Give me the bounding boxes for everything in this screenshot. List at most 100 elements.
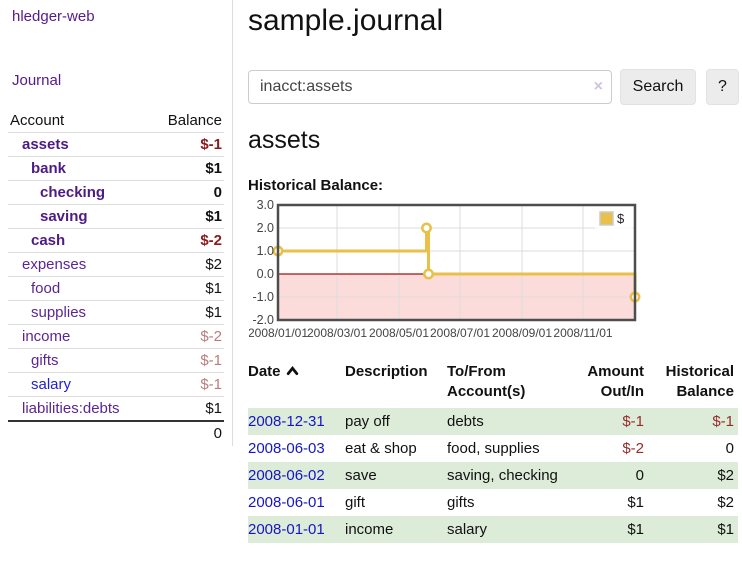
transaction-amount: 0 bbox=[635, 466, 644, 484]
chart-x-ticks: 2008/01/01 2008/03/01 2008/05/01 2008/07… bbox=[249, 326, 613, 340]
account-link-checking[interactable]: checking bbox=[40, 184, 106, 201]
sidebar-item-journal[interactable]: Journal bbox=[12, 72, 62, 89]
account-link-supplies[interactable]: supplies bbox=[31, 304, 87, 321]
chart-border bbox=[276, 203, 637, 322]
account-balance: $2 bbox=[205, 256, 222, 273]
account-balance: $1 bbox=[205, 160, 222, 177]
transaction-date-link[interactable]: 2008-12-31 bbox=[248, 412, 325, 430]
register-row: 2008-06-03 eat & shop food, supplies $-2… bbox=[248, 435, 738, 462]
register-header-description: Description bbox=[345, 363, 428, 380]
account-row-cash: cash $-2 bbox=[8, 228, 224, 252]
transaction-account: debts bbox=[447, 412, 484, 430]
transaction-description: pay off bbox=[345, 412, 390, 430]
svg-text:2008/03/01: 2008/03/01 bbox=[307, 326, 367, 340]
account-balance: $1 bbox=[205, 208, 222, 225]
register-row: 2008-12-31 pay off debts $-1 $-1 bbox=[248, 407, 738, 435]
account-balance: $1 bbox=[205, 304, 222, 321]
accounts-total-value: 0 bbox=[213, 424, 222, 442]
register-row: 2008-06-01 gift gifts $1 $2 bbox=[248, 489, 738, 516]
historical-balance-label: Historical Balance: bbox=[248, 177, 384, 194]
register-table: Date Description To/From Account(s) Amou… bbox=[248, 360, 738, 543]
search-bar: × bbox=[248, 70, 612, 104]
svg-text:-1.0: -1.0 bbox=[252, 290, 274, 304]
account-row-food: food $1 bbox=[8, 276, 224, 300]
transaction-description: eat & shop bbox=[345, 439, 417, 457]
account-balance: $-1 bbox=[200, 136, 222, 153]
account-balance: $-1 bbox=[200, 376, 222, 393]
account-link-gifts[interactable]: gifts bbox=[31, 352, 59, 369]
register-header-account: To/From Account(s) bbox=[447, 363, 526, 400]
account-link-saving[interactable]: saving bbox=[40, 208, 88, 225]
help-button[interactable]: ? bbox=[706, 69, 739, 105]
chart-legend: $ bbox=[595, 209, 633, 229]
account-link-bank[interactable]: bank bbox=[31, 160, 67, 177]
account-link-assets[interactable]: assets bbox=[22, 136, 69, 153]
account-balance: 0 bbox=[213, 184, 222, 201]
account-row-checking: checking 0 bbox=[8, 180, 224, 204]
account-link-expenses[interactable]: expenses bbox=[22, 256, 87, 273]
account-link-liabilities-debts[interactable]: liabilities:debts bbox=[22, 400, 120, 417]
account-row-liabilities-debts: liabilities:debts $1 bbox=[8, 396, 224, 420]
transaction-date-link[interactable]: 2008-06-03 bbox=[248, 439, 325, 457]
account-row-assets: assets $-1 bbox=[8, 132, 224, 156]
account-row-gifts: gifts $-1 bbox=[8, 348, 224, 372]
transaction-account: saving, checking bbox=[447, 466, 558, 484]
search-button[interactable]: Search bbox=[620, 69, 696, 105]
svg-text:2.0: 2.0 bbox=[257, 221, 274, 235]
search-input[interactable] bbox=[248, 70, 612, 104]
transaction-date-link[interactable]: 2008-06-02 bbox=[248, 466, 325, 484]
main-content: sample.journal × Search ? assets Histori… bbox=[248, 0, 742, 582]
transaction-account: gifts bbox=[447, 493, 475, 511]
register-header-amount: Amount Out/In bbox=[587, 363, 644, 400]
svg-text:2008/01/01: 2008/01/01 bbox=[249, 326, 308, 340]
transaction-description: income bbox=[345, 520, 394, 538]
page-title: sample.journal bbox=[248, 4, 444, 37]
account-link-food[interactable]: food bbox=[31, 280, 61, 297]
account-row-income: income $-2 bbox=[8, 324, 224, 348]
transaction-amount: $-1 bbox=[622, 412, 644, 430]
transaction-description: save bbox=[345, 466, 377, 484]
transaction-account: salary bbox=[447, 520, 488, 538]
transaction-amount: $-2 bbox=[622, 439, 644, 457]
account-balance: $-2 bbox=[200, 232, 222, 249]
transaction-amount: $1 bbox=[627, 520, 644, 538]
transaction-balance: $2 bbox=[717, 466, 734, 484]
account-row-bank: bank $1 bbox=[8, 156, 224, 180]
account-row-supplies: supplies $1 bbox=[8, 300, 224, 324]
accounts-header-balance: Balance bbox=[167, 111, 222, 129]
sort-asc-icon bbox=[286, 365, 298, 375]
svg-text:1.0: 1.0 bbox=[257, 244, 274, 258]
accounts-header-account: Account bbox=[10, 111, 65, 129]
register-table-header: Date Description To/From Account(s) Amou… bbox=[248, 360, 738, 404]
chart-y-ticks: 3.0 2.0 1.0 0.0 -1.0 -2.0 bbox=[252, 198, 274, 327]
register-row: 2008-06-02 save saving, checking 0 $2 bbox=[248, 461, 738, 489]
account-balance: $-2 bbox=[200, 328, 222, 345]
svg-text:2008/07/01: 2008/07/01 bbox=[430, 326, 490, 340]
account-link-salary[interactable]: salary bbox=[31, 376, 72, 393]
svg-text:2008/05/01: 2008/05/01 bbox=[369, 326, 429, 340]
account-balance: $1 bbox=[205, 280, 222, 297]
register-header-date[interactable]: Date bbox=[248, 363, 281, 380]
transaction-balance: $2 bbox=[717, 493, 734, 511]
register-header-balance: Historical Balance bbox=[665, 363, 734, 400]
svg-text:2008/11/01: 2008/11/01 bbox=[553, 326, 612, 340]
sidebar: hledger-web Journal Account Balance asse… bbox=[0, 0, 233, 446]
legend-swatch bbox=[599, 211, 614, 226]
accounts-table-header: Account Balance bbox=[8, 108, 224, 132]
transaction-balance: $-1 bbox=[712, 412, 734, 430]
transaction-date-link[interactable]: 2008-01-01 bbox=[248, 520, 325, 538]
account-balance: $-1 bbox=[200, 352, 222, 369]
accounts-table: Account Balance assets $-1 bank $1 check… bbox=[8, 108, 224, 444]
app-title-link[interactable]: hledger-web bbox=[12, 8, 95, 25]
svg-text:-2.0: -2.0 bbox=[252, 313, 274, 327]
account-link-income[interactable]: income bbox=[22, 328, 71, 345]
account-row-expenses: expenses $2 bbox=[8, 252, 224, 276]
account-link-cash[interactable]: cash bbox=[31, 232, 66, 249]
transaction-date-link[interactable]: 2008-06-01 bbox=[248, 493, 325, 511]
svg-text:2008/09/01: 2008/09/01 bbox=[492, 326, 552, 340]
transaction-balance: $1 bbox=[717, 520, 734, 538]
svg-text:3.0: 3.0 bbox=[257, 198, 274, 212]
transaction-account: food, supplies bbox=[447, 439, 540, 457]
account-balance: $1 bbox=[205, 400, 222, 417]
clear-search-icon[interactable]: × bbox=[593, 78, 603, 95]
